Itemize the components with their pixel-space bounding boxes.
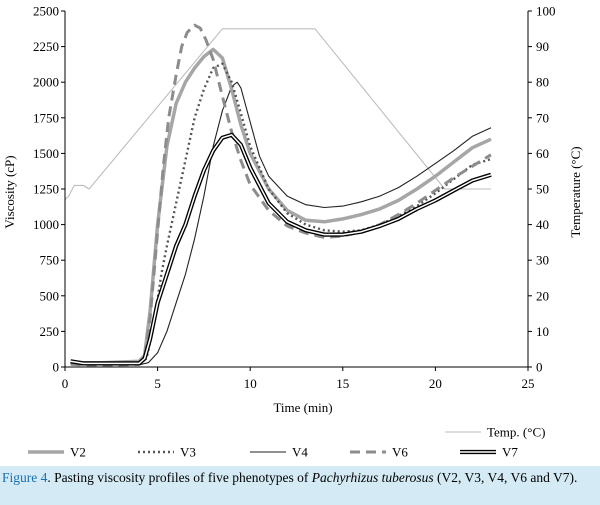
y2-tick-label: 80 — [536, 75, 549, 90]
y-tick-label: 1000 — [33, 217, 59, 232]
y-tick-label: 0 — [53, 360, 60, 375]
y-tick-label: 2250 — [33, 39, 59, 54]
y2-tick-label: 90 — [536, 39, 549, 54]
y-tick-label: 250 — [40, 324, 60, 339]
y2-tick-label: 100 — [536, 4, 556, 19]
x-tick-label: 0 — [62, 376, 69, 391]
x-tick-label: 25 — [522, 376, 535, 391]
x-axis-label: Time (min) — [273, 400, 332, 415]
y2-tick-label: 70 — [536, 110, 549, 125]
y2-tick-label: 50 — [536, 182, 549, 197]
legend-label-v3: V3 — [180, 445, 196, 460]
legend-label-temp: Temp. (°C) — [487, 425, 545, 440]
x-tick-label: 10 — [244, 376, 257, 391]
y-tick-label: 750 — [40, 253, 60, 268]
x-tick-label: 15 — [336, 376, 349, 391]
y2-tick-label: 60 — [536, 146, 549, 161]
x-axis-ticks: 0 5 10 15 20 25 — [62, 367, 535, 391]
series-line-v3 — [70, 62, 492, 365]
plot-series — [64, 23, 492, 367]
y2-tick-label: 0 — [536, 360, 543, 375]
series-line-v4 — [70, 81, 492, 366]
pasting-chart: 0 5 10 15 20 25 02505007501000125015001750200… — [2, 4, 583, 460]
y2-tick-label: 40 — [536, 217, 549, 232]
x-tick-label: 5 — [154, 376, 161, 391]
caption-text-1: . Pasting viscosity profiles of five phe… — [47, 470, 312, 485]
figure-caption: Figure 4. Pasting viscosity profiles of … — [0, 466, 600, 505]
caption-species: Pachyrhizus tuberosus — [311, 470, 434, 485]
y2-axis-label: Temperature (°C) — [568, 146, 583, 237]
y-tick-label: 1500 — [33, 146, 59, 161]
y-axis-ticks: 0 250 500 750 1000 1250 1500 1750 2000 2250 2500 — [33, 4, 65, 375]
series-line-v6 — [70, 23, 492, 367]
y2-tick-label: 10 — [536, 324, 549, 339]
y-tick-label: 1250 — [33, 182, 59, 197]
x-tick-label: 20 — [429, 376, 442, 391]
figure-label: Figure 4 — [2, 470, 48, 485]
legend: V2 V3 V4 V6 V7 Temp. (°C) — [28, 425, 545, 460]
y-tick-label: 1750 — [33, 110, 59, 125]
y-tick-label: 500 — [40, 288, 60, 303]
series-line-v7-inner — [70, 134, 492, 365]
series-line-temp-c — [64, 28, 491, 201]
y-tick-label: 2500 — [33, 4, 59, 19]
y2-axis-ticks: 0 10 20 30 40 50 60 70 80 90 100 — [528, 4, 556, 375]
caption-text-2: (V2, V3, V4, V6 and V7). — [433, 470, 578, 485]
y-axis-label: Viscosity (cP) — [2, 155, 17, 228]
y2-tick-label: 20 — [536, 288, 549, 303]
legend-label-v6: V6 — [392, 445, 408, 460]
y2-tick-label: 30 — [536, 253, 549, 268]
legend-label-v7: V7 — [502, 445, 518, 460]
legend-label-v2: V2 — [70, 445, 86, 460]
legend-label-v4: V4 — [292, 445, 308, 460]
y-tick-label: 2000 — [33, 75, 59, 90]
